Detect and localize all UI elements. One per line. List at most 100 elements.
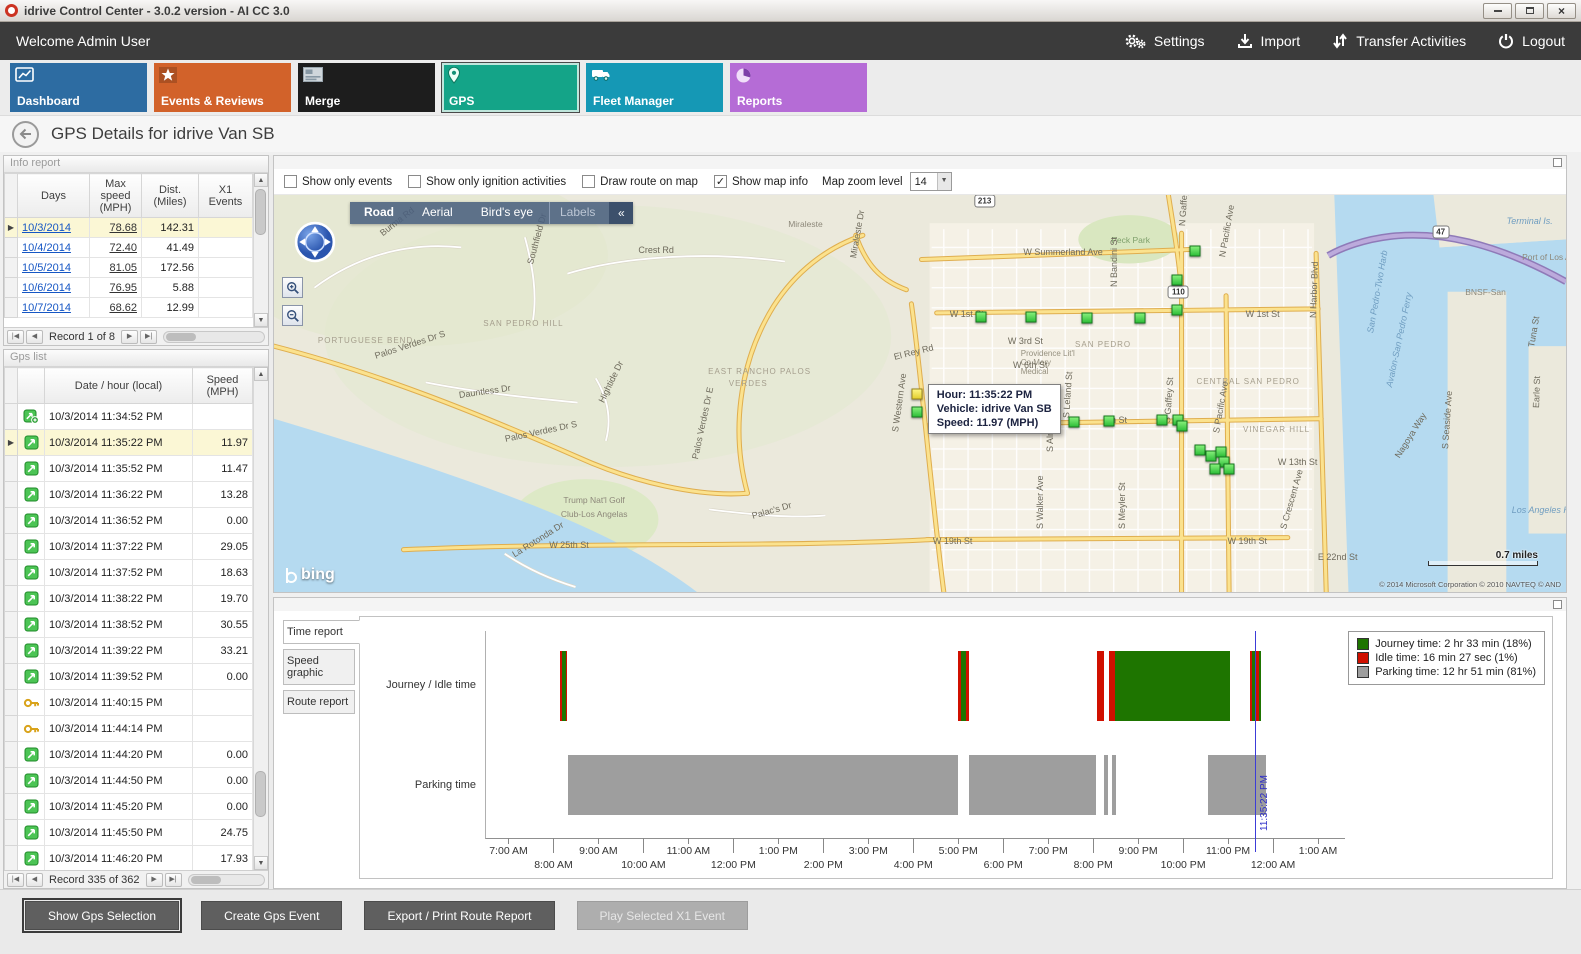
map-tab-aerial[interactable]: Aerial bbox=[422, 205, 453, 219]
checkbox-show-only-events[interactable]: Show only events bbox=[284, 175, 392, 188]
gps-marker[interactable] bbox=[1103, 415, 1115, 427]
scrollbar-thumb[interactable] bbox=[255, 770, 266, 817]
gps-list-row[interactable]: 10/3/2014 11:37:22 PM 29.05 bbox=[4, 533, 253, 560]
gps-list-row[interactable]: 10/3/2014 11:38:22 PM 19.70 bbox=[4, 585, 253, 612]
col-days[interactable]: Days bbox=[17, 173, 90, 218]
footer-export-print-route-report[interactable]: Export / Print Route Report bbox=[364, 901, 555, 930]
footer-show-gps-selection[interactable]: Show Gps Selection bbox=[21, 898, 183, 933]
map-tab-road[interactable]: Road bbox=[364, 205, 394, 219]
checkbox-draw-route-on-map[interactable]: Draw route on map bbox=[582, 175, 698, 188]
gps-list-row[interactable]: 10/3/2014 11:45:20 PM 0.00 bbox=[4, 793, 253, 820]
scroll-down-icon[interactable]: ▼ bbox=[254, 856, 268, 870]
gps-list-row[interactable]: 10/3/2014 11:44:14 PM bbox=[4, 715, 253, 742]
top-action-logout[interactable]: Logout bbox=[1498, 33, 1565, 49]
gps-marker[interactable] bbox=[1068, 416, 1080, 428]
gps-marker[interactable] bbox=[1156, 414, 1168, 426]
minimize-button[interactable] bbox=[1483, 2, 1512, 19]
map-tab-labels[interactable]: Labels bbox=[549, 202, 605, 224]
day-link[interactable]: 10/3/2014 bbox=[22, 221, 71, 234]
gps-list-row[interactable]: 10/3/2014 11:45:50 PM 24.75 bbox=[4, 819, 253, 846]
pager-first-button[interactable]: |◀ bbox=[7, 872, 24, 887]
pager-prev-button[interactable]: ◀ bbox=[26, 329, 43, 344]
gps-list-row[interactable]: 10/3/2014 11:44:20 PM 0.00 bbox=[4, 741, 253, 768]
max-speed-link[interactable]: 76.95 bbox=[109, 281, 137, 294]
max-speed-link[interactable]: 78.68 bbox=[109, 221, 137, 234]
pager-scrollbar[interactable] bbox=[187, 873, 265, 886]
col-distance[interactable]: Dist. (Miles) bbox=[141, 173, 199, 218]
gps-list-row[interactable]: 10/3/2014 11:38:52 PM 30.55 bbox=[4, 611, 253, 638]
map-tab-bird-s-eye[interactable]: Bird's eye bbox=[480, 205, 533, 219]
gps-list-row[interactable]: 10/3/2014 11:36:22 PM 13.28 bbox=[4, 481, 253, 508]
scrollbar-track[interactable] bbox=[254, 187, 268, 313]
scrollbar-thumb[interactable] bbox=[255, 189, 266, 235]
gps-list-row[interactable]: 10/3/2014 11:34:52 PM bbox=[4, 403, 253, 430]
top-action-import[interactable]: Import bbox=[1237, 33, 1300, 49]
scroll-down-icon[interactable]: ▼ bbox=[254, 313, 268, 327]
info-report-row[interactable]: 10/7/2014 68.62 12.99 bbox=[4, 297, 253, 318]
gps-list-row[interactable]: 10/3/2014 11:35:52 PM 11.47 bbox=[4, 455, 253, 482]
gps-marker[interactable] bbox=[1189, 245, 1201, 257]
map-zoom-select[interactable]: 14 ▼ bbox=[909, 172, 952, 191]
day-link[interactable]: 10/7/2014 bbox=[22, 301, 71, 314]
maximize-panel-icon[interactable] bbox=[1553, 158, 1562, 167]
scroll-up-icon[interactable]: ▲ bbox=[254, 173, 268, 187]
close-button[interactable]: × bbox=[1547, 2, 1576, 19]
pager-last-button[interactable]: ▶| bbox=[140, 329, 158, 344]
gps-marker[interactable] bbox=[1209, 463, 1221, 475]
info-report-row[interactable]: 10/6/2014 76.95 5.88 bbox=[4, 277, 253, 298]
info-report-scrollbar[interactable]: ▲ ▼ bbox=[253, 173, 268, 327]
col-x1-events[interactable]: X1 Events bbox=[198, 173, 253, 218]
pager-next-button[interactable]: ▶ bbox=[121, 329, 139, 344]
maximize-button[interactable] bbox=[1515, 2, 1544, 19]
nav-tile-dashboard[interactable]: Dashboard bbox=[10, 63, 147, 112]
gps-list-row[interactable]: 10/3/2014 11:37:52 PM 18.63 bbox=[4, 559, 253, 586]
pager-next-button[interactable]: ▶ bbox=[145, 872, 163, 887]
gps-marker[interactable] bbox=[1171, 304, 1183, 316]
gps-list-row[interactable]: 10/3/2014 11:39:52 PM 0.00 bbox=[4, 663, 253, 690]
gps-marker[interactable] bbox=[1223, 463, 1235, 475]
pager-scrollbar-thumb[interactable] bbox=[190, 875, 221, 884]
panel-splitter[interactable] bbox=[269, 155, 273, 889]
gps-list-row[interactable]: 10/3/2014 11:39:22 PM 33.21 bbox=[4, 637, 253, 664]
gps-list-row[interactable]: 10/3/2014 11:40:15 PM bbox=[4, 689, 253, 716]
map-pan-control[interactable] bbox=[294, 221, 336, 266]
nav-tile-gps[interactable]: GPS bbox=[441, 62, 580, 113]
gps-list-row[interactable]: 10/3/2014 11:46:20 PM 17.93 bbox=[4, 845, 253, 870]
zoom-out-button[interactable] bbox=[282, 305, 303, 326]
pager-prev-button[interactable]: ◀ bbox=[26, 872, 43, 887]
map-tabs-collapse-button[interactable]: « bbox=[609, 202, 634, 224]
gps-marker[interactable] bbox=[1205, 450, 1217, 462]
info-report-row[interactable]: 10/5/2014 81.05 172.56 bbox=[4, 257, 253, 278]
checkbox-show-only-ignition-activities[interactable]: Show only ignition activities bbox=[408, 175, 566, 188]
gps-list-row[interactable]: ▶ 10/3/2014 11:35:22 PM 11.97 bbox=[4, 429, 253, 456]
max-speed-link[interactable]: 81.05 bbox=[109, 261, 137, 274]
day-link[interactable]: 10/6/2014 bbox=[22, 281, 71, 294]
col-speed[interactable]: Speed (MPH) bbox=[192, 367, 253, 404]
tab-time-report[interactable]: Time report bbox=[283, 620, 360, 644]
gps-list-row[interactable]: 10/3/2014 11:36:52 PM 0.00 bbox=[4, 507, 253, 534]
top-action-settings[interactable]: Settings bbox=[1124, 33, 1205, 49]
selected-gps-marker[interactable] bbox=[911, 388, 923, 399]
pager-first-button[interactable]: |◀ bbox=[7, 329, 24, 344]
gps-marker[interactable] bbox=[1171, 274, 1183, 286]
pager-last-button[interactable]: ▶| bbox=[164, 872, 182, 887]
gps-marker[interactable] bbox=[1176, 420, 1188, 432]
nav-tile-events-reviews[interactable]: Events & Reviews bbox=[154, 63, 291, 112]
footer-create-gps-event[interactable]: Create Gps Event bbox=[201, 901, 343, 930]
pager-scrollbar-thumb[interactable] bbox=[166, 332, 197, 341]
back-button[interactable] bbox=[12, 120, 39, 148]
tab-route-report[interactable]: Route report bbox=[283, 690, 355, 714]
top-action-transfer-activities[interactable]: Transfer Activities bbox=[1332, 33, 1466, 49]
max-speed-link[interactable]: 72.40 bbox=[109, 241, 137, 254]
scrollbar-track[interactable] bbox=[254, 381, 268, 856]
day-link[interactable]: 10/5/2014 bbox=[22, 261, 71, 274]
map[interactable]: Miraleste Peck Park W Summerland Ave Crest … bbox=[274, 195, 1566, 592]
nav-tile-fleet-manager[interactable]: Fleet Manager bbox=[586, 63, 723, 112]
info-report-row[interactable]: 10/4/2014 72.40 41.49 bbox=[4, 237, 253, 258]
col-datetime[interactable]: Date / hour (local) bbox=[44, 367, 193, 404]
max-speed-link[interactable]: 68.62 bbox=[109, 301, 137, 314]
gps-marker[interactable] bbox=[975, 311, 987, 323]
gps-marker[interactable] bbox=[1194, 444, 1206, 456]
nav-tile-reports[interactable]: Reports bbox=[730, 63, 867, 112]
col-max-speed[interactable]: Max speed (MPH) bbox=[89, 173, 142, 218]
